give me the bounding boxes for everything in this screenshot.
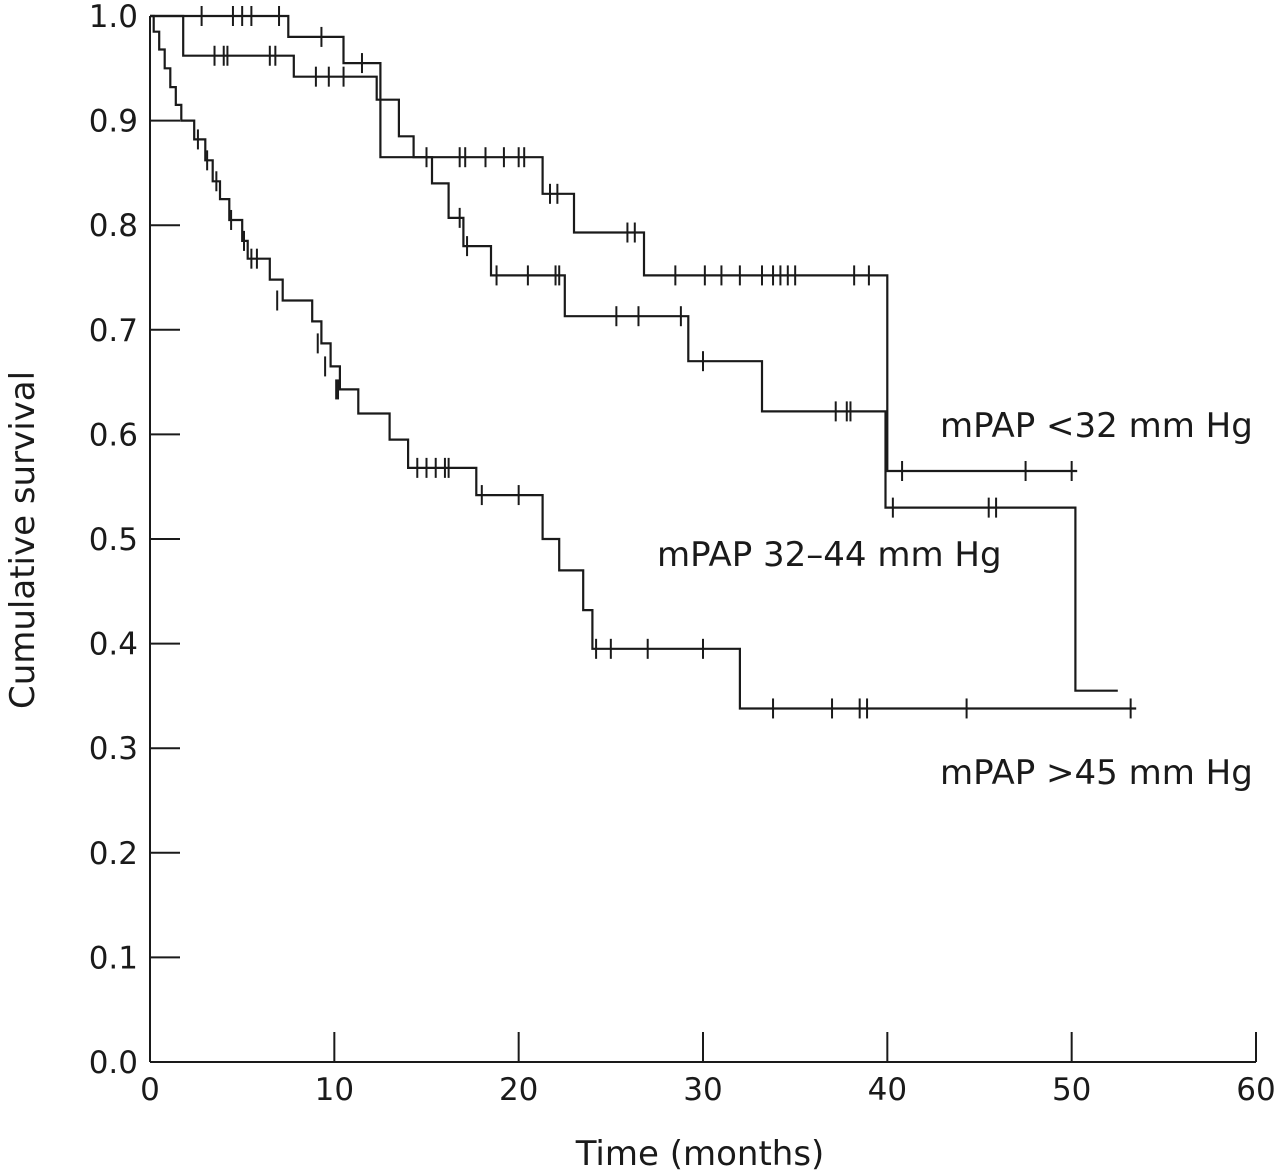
- x-tick-label: 30: [683, 1072, 722, 1108]
- y-tick-label: 0.3: [89, 731, 138, 767]
- y-tick-label: 0.7: [89, 313, 138, 349]
- survival-curves: [150, 6, 1137, 719]
- survival-curve-line: [150, 14, 1078, 473]
- x-axis-title: Time (months): [575, 1134, 825, 1174]
- x-tick-label: 60: [1236, 1072, 1275, 1108]
- y-tick-label: 0.5: [89, 522, 138, 558]
- y-tick-label: 0.2: [89, 836, 138, 872]
- y-axis-title: Cumulative survival: [3, 371, 43, 709]
- series-1-group: [150, 14, 1118, 692]
- x-tick-label: 10: [315, 1072, 354, 1108]
- series-label-lt32: mPAP <32 mm Hg: [940, 406, 1253, 446]
- y-tick-label: 0.8: [89, 208, 138, 244]
- y-tick-label: 0.0: [89, 1045, 138, 1081]
- series-0-group: [150, 6, 1078, 482]
- series-2-group: [150, 14, 1137, 719]
- survival-curve-line: [150, 14, 1137, 710]
- survival-curve-line: [150, 14, 1118, 692]
- x-tick-label: 50: [1052, 1072, 1091, 1108]
- y-tick-label: 0.1: [89, 940, 138, 976]
- y-tick-label: 0.9: [89, 104, 138, 140]
- y-tick-label: 0.4: [89, 627, 138, 663]
- x-tick-label: 40: [868, 1072, 907, 1108]
- axes: 0.0 0.1 0.2 0.3 0.4 0.5 0.6 0.7 0.8 0.9 1.0 0 10 20 30…: [89, 0, 1276, 1108]
- y-tick-label: 1.0: [89, 0, 138, 35]
- x-tick-label: 0: [140, 1072, 160, 1108]
- series-label-gt45: mPAP >45 mm Hg: [940, 753, 1253, 793]
- series-label-32-44: mPAP 32–44 mm Hg: [657, 535, 1002, 575]
- y-tick-label: 0.6: [89, 417, 138, 453]
- x-tick-label: 20: [499, 1072, 538, 1108]
